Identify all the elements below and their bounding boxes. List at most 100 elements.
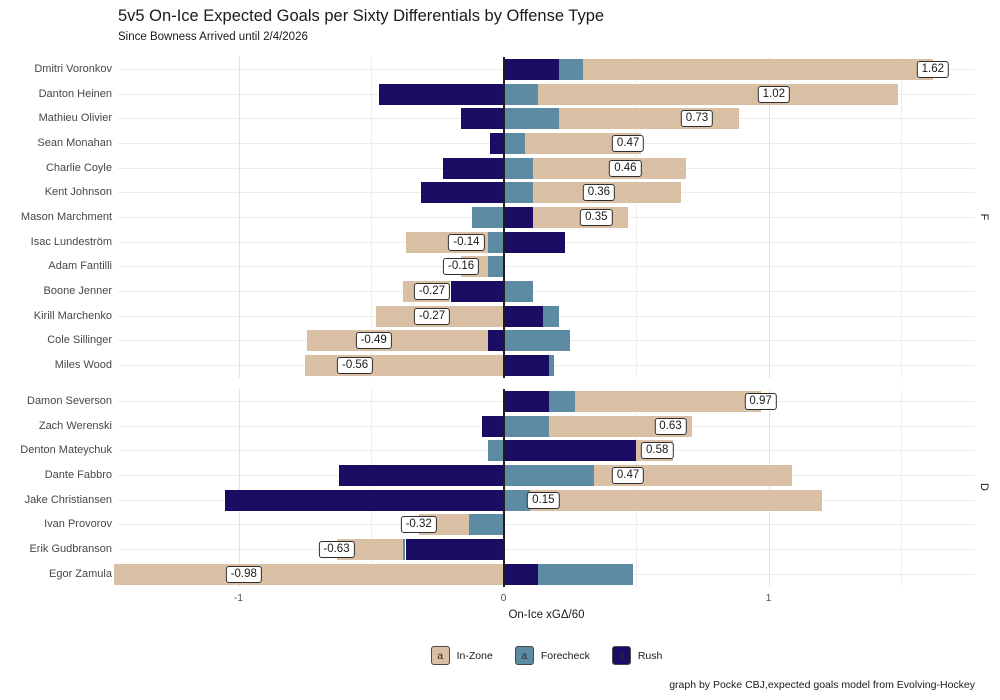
bar-segment-forecheck bbox=[469, 514, 504, 536]
player-label: Damon Severson bbox=[27, 394, 112, 407]
value-label: 1.62 bbox=[916, 60, 949, 78]
legend-item-forecheck: a Forecheck bbox=[514, 646, 590, 665]
legend-key-forecheck: a bbox=[514, 646, 534, 665]
value-label: 0.36 bbox=[582, 184, 616, 202]
bar-segment-forecheck bbox=[548, 390, 576, 412]
bar-segment-in-zone bbox=[583, 58, 933, 80]
player-label: Kent Johnson bbox=[44, 186, 112, 199]
bar-segment-forecheck bbox=[503, 157, 533, 179]
bar-segment-in-zone bbox=[530, 489, 822, 511]
gridline-x-minor bbox=[636, 389, 637, 587]
x-axis-tick-label: 0 bbox=[500, 593, 507, 604]
value-label: -0.49 bbox=[355, 332, 392, 350]
zero-line bbox=[502, 57, 505, 378]
gridline-x-major bbox=[238, 389, 240, 587]
legend-item-in-zone: a In-Zone bbox=[430, 646, 493, 665]
value-label: -0.63 bbox=[318, 541, 355, 558]
bar-segment-forecheck bbox=[503, 330, 570, 352]
bar-segment-forecheck bbox=[503, 415, 549, 437]
bar-segment-forecheck bbox=[559, 58, 584, 80]
player-label: Boone Jenner bbox=[43, 285, 113, 298]
bar-segment-forecheck bbox=[503, 489, 530, 511]
bar-segment-forecheck bbox=[471, 207, 504, 228]
player-label: Jake Christiansen bbox=[24, 493, 112, 506]
gridline-y bbox=[118, 266, 975, 268]
bar-segment-forecheck bbox=[487, 231, 504, 253]
chart-subtitle: Since Bowness Arrived until 2/4/2026 bbox=[118, 31, 308, 43]
player-label: Zach Werenski bbox=[38, 419, 112, 432]
player-label: Mathieu Olivier bbox=[38, 112, 112, 125]
value-label: -0.27 bbox=[413, 283, 451, 301]
x-axis-tick-label: -1 bbox=[234, 593, 243, 604]
bar-segment-rush bbox=[503, 305, 544, 327]
bar-segment-forecheck bbox=[402, 539, 406, 560]
bar-segment-in-zone bbox=[575, 390, 761, 412]
bar-segment-rush bbox=[503, 390, 549, 412]
bar-segment-rush bbox=[379, 83, 504, 105]
legend-key-in-zone: a bbox=[430, 646, 450, 665]
bar-segment-rush bbox=[503, 207, 533, 228]
player-label: Erik Gudbranson bbox=[29, 543, 112, 555]
player-label: Denton Mateychuk bbox=[20, 444, 112, 457]
bar-segment-rush bbox=[442, 157, 504, 179]
chart-title: 5v5 On-Ice Expected Goals per Sixty Diff… bbox=[118, 7, 605, 25]
player-label: Dmitri Voronkov bbox=[34, 62, 112, 75]
value-label: 0.15 bbox=[527, 491, 560, 509]
bar-segment-forecheck bbox=[503, 464, 594, 486]
value-label: -0.32 bbox=[400, 516, 437, 534]
bar-segment-in-zone bbox=[113, 563, 504, 585]
value-label: 0.35 bbox=[580, 209, 613, 226]
bar-segment-forecheck bbox=[503, 281, 533, 303]
bar-segment-rush bbox=[461, 108, 504, 130]
player-label: Danton Heinen bbox=[38, 87, 112, 100]
bar-segment-rush bbox=[450, 281, 504, 303]
value-label: 0.47 bbox=[611, 134, 645, 152]
value-label: -0.98 bbox=[225, 565, 262, 583]
value-label: -0.14 bbox=[448, 233, 485, 251]
player-label: Dante Fabbro bbox=[44, 468, 112, 481]
bar-segment-rush bbox=[487, 330, 504, 352]
player-label: Ivan Provorov bbox=[44, 518, 112, 531]
player-label: Cole Sillinger bbox=[47, 334, 112, 347]
x-axis-tick-label: 1 bbox=[765, 593, 772, 604]
value-label: 0.58 bbox=[640, 442, 674, 460]
gridline-y bbox=[118, 549, 975, 550]
bar-segment-rush bbox=[503, 563, 538, 585]
bar-segment-rush bbox=[225, 489, 504, 511]
legend-item-rush: a Rush bbox=[611, 646, 662, 665]
bar-segment-rush bbox=[503, 58, 560, 80]
gridline-y bbox=[118, 524, 975, 526]
player-label: Kirill Marchenko bbox=[33, 309, 112, 322]
player-label: Isac Lundeström bbox=[30, 235, 112, 248]
facet-strip-d: D bbox=[978, 482, 990, 491]
bar-segment-forecheck bbox=[487, 256, 504, 278]
bar-segment-forecheck bbox=[503, 83, 538, 105]
bar-segment-rush bbox=[503, 355, 549, 377]
value-label: 0.63 bbox=[654, 417, 687, 435]
player-label: Adam Fantilli bbox=[48, 260, 112, 273]
value-label: -0.56 bbox=[336, 357, 374, 375]
value-label: 1.02 bbox=[757, 85, 790, 103]
player-label: Mason Marchment bbox=[20, 211, 112, 223]
value-label: 0.46 bbox=[609, 159, 642, 177]
x-axis-title: On-Ice xGΔ/60 bbox=[508, 609, 585, 621]
zero-line bbox=[502, 389, 505, 587]
bar-segment-forecheck bbox=[503, 108, 560, 130]
value-label: 0.97 bbox=[744, 392, 777, 410]
player-label: Egor Zamula bbox=[49, 567, 112, 580]
legend-key-rush: a bbox=[611, 646, 631, 665]
facet-panel-d: 0.97 0.63 0.58 0.47 0.15 -0.32 -0.63 -0.98 bbox=[113, 389, 975, 587]
value-label: -0.27 bbox=[413, 307, 451, 325]
player-label: Charlie Coyle bbox=[45, 161, 112, 174]
bar-segment-rush bbox=[405, 539, 504, 560]
bar-segment-rush bbox=[490, 132, 504, 154]
facet-panel-f: 1.62 1.02 0.73 0.47 0.46 0.36 0.35 -0.14 -0.16 -0… bbox=[118, 57, 975, 378]
value-label: 0.47 bbox=[611, 466, 645, 484]
gridline-x-major bbox=[768, 389, 770, 587]
legend-label: In-Zone bbox=[456, 649, 493, 662]
bar-segment-forecheck bbox=[548, 355, 554, 377]
gridline-x-minor bbox=[371, 389, 372, 587]
bar-segment-rush bbox=[421, 182, 504, 204]
legend: a In-Zone a Forecheck a Rush bbox=[118, 646, 975, 665]
